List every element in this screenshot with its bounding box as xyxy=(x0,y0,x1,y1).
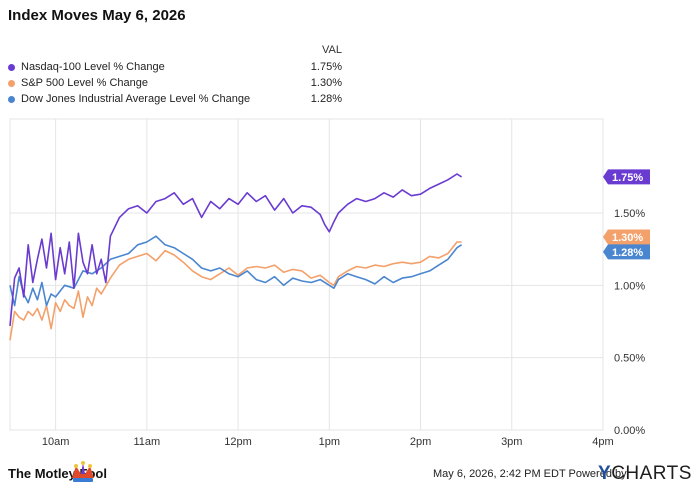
end-value-label: 1.28% xyxy=(612,247,643,259)
legend-item-label: Nasdaq-100 Level % Change xyxy=(21,61,165,73)
series-color-dot xyxy=(8,80,15,87)
end-value-label: 1.75% xyxy=(612,172,643,184)
end-value-tag xyxy=(603,244,650,260)
jester-hat-icon xyxy=(72,461,94,482)
series-color-dot xyxy=(8,64,15,71)
end-value-tag xyxy=(603,169,650,185)
legend-value-header: VAL xyxy=(322,44,342,56)
x-tick-label: 1pm xyxy=(319,436,340,448)
x-tick-label: 2pm xyxy=(410,436,431,448)
legend-item-nasdaq[interactable]: Nasdaq-100 Level % Change 1.75% xyxy=(6,61,346,75)
y-tick-label: 0.00% xyxy=(614,425,645,437)
series-color-dot xyxy=(8,96,15,103)
legend-item-label: Dow Jones Industrial Average Level % Cha… xyxy=(21,93,251,105)
ycharts-y-mark: Y xyxy=(598,463,612,484)
legend-item-value: 1.75% xyxy=(310,61,342,73)
x-tick-label: 12pm xyxy=(224,436,252,448)
legend-item-value: 1.28% xyxy=(310,93,342,105)
y-tick-label: 0.50% xyxy=(614,353,645,365)
footer-timestamp: May 6, 2026, 2:42 PM EDT Powered by xyxy=(433,468,627,480)
end-value-tag xyxy=(603,229,650,245)
y-tick-label: 1.00% xyxy=(614,280,645,292)
y-tick-label: 1.50% xyxy=(614,208,645,220)
x-tick-label: 11am xyxy=(133,436,160,448)
legend-item-sp500[interactable]: S&P 500 Level % Change 1.30% xyxy=(6,77,346,91)
series-line xyxy=(9,173,463,326)
legend-item-label: S&P 500 Level % Change xyxy=(21,77,148,89)
x-tick-label: 3pm xyxy=(501,436,522,448)
series-line xyxy=(9,241,462,341)
legend-item-value: 1.30% xyxy=(310,77,342,89)
ycharts-logo: YCHARTS xyxy=(598,463,692,485)
ycharts-wordmark: CHARTS xyxy=(611,463,692,484)
end-value-label: 1.30% xyxy=(612,232,643,244)
chart-title: Index Moves May 6, 2026 xyxy=(8,7,186,24)
series-line xyxy=(9,235,463,307)
legend-item-dow[interactable]: Dow Jones Industrial Average Level % Cha… xyxy=(6,93,346,107)
x-tick-label: 10am xyxy=(42,436,70,448)
x-tick-label: 4pm xyxy=(592,436,613,448)
